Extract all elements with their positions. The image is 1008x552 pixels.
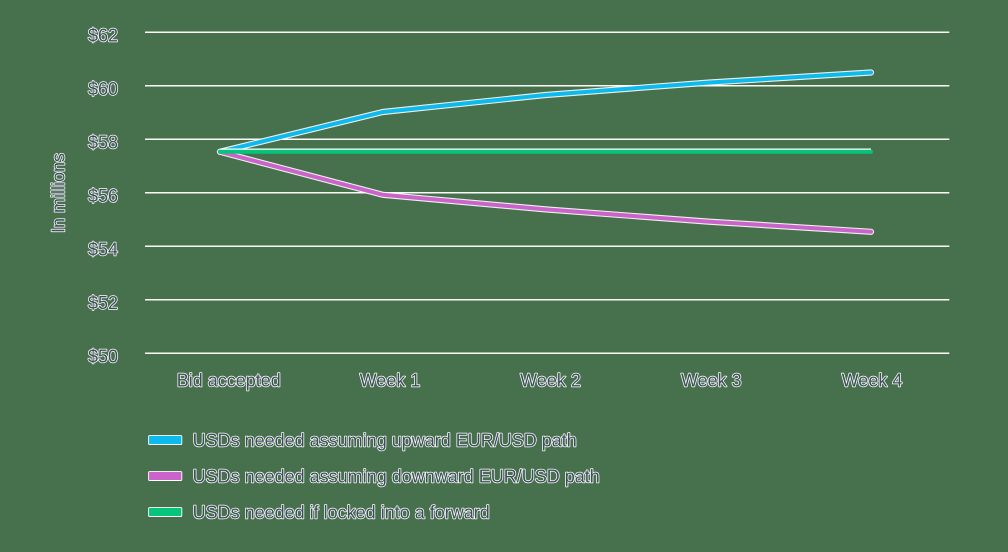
svg-text:In millions: In millions (49, 153, 69, 233)
svg-text:Week 3: Week 3 (681, 370, 742, 390)
svg-text:$56: $56 (88, 186, 118, 206)
svg-text:$50: $50 (88, 346, 118, 366)
svg-text:Bid accepted: Bid accepted (177, 370, 281, 390)
svg-text:Week 4: Week 4 (842, 370, 903, 390)
svg-text:$52: $52 (88, 293, 118, 313)
svg-text:USDs needed if locked into a f: USDs needed if locked into a forward (193, 503, 490, 523)
svg-text:USDs needed assuming upward EU: USDs needed assuming upward EUR/USD path (193, 431, 577, 451)
svg-text:$60: $60 (88, 79, 118, 99)
svg-text:Week 2: Week 2 (520, 370, 581, 390)
svg-text:$58: $58 (88, 132, 118, 152)
svg-text:Week 1: Week 1 (360, 370, 421, 390)
svg-text:$54: $54 (88, 239, 118, 259)
svg-text:USDs needed assuming downward: USDs needed assuming downward EUR/USD pa… (193, 467, 600, 487)
svg-text:$62: $62 (88, 25, 118, 45)
